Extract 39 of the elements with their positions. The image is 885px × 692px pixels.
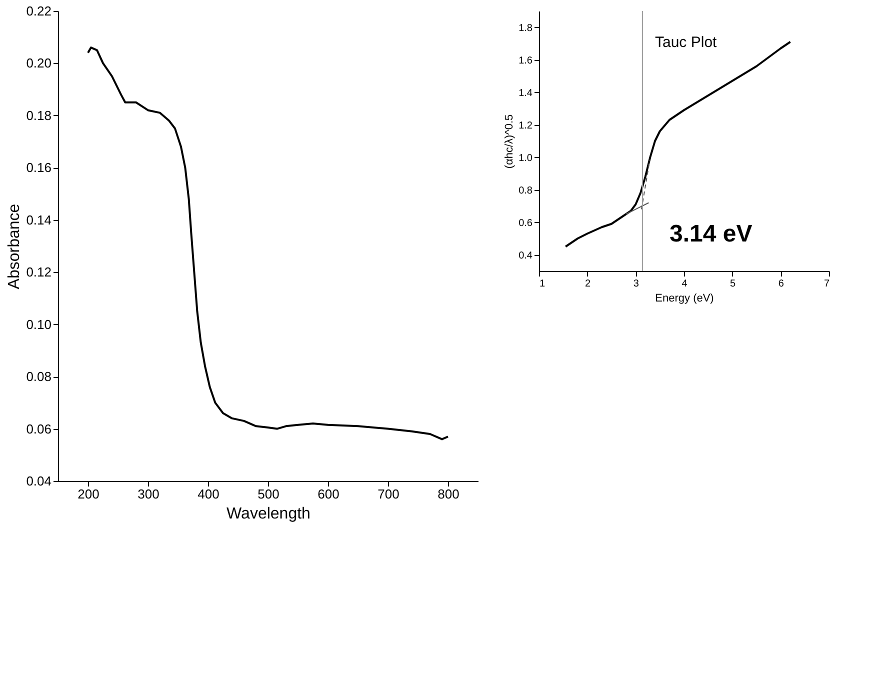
y-axis-title: (αhc/λ)^0.5 bbox=[504, 114, 516, 169]
x-tick-label: 6 bbox=[778, 278, 784, 290]
x-tick-label: 400 bbox=[198, 486, 220, 502]
line-series bbox=[87, 46, 449, 440]
y-tick-label: 0.4 bbox=[518, 250, 533, 262]
y-tick-label: 0.10 bbox=[26, 316, 52, 332]
annotation: Tauc Plot bbox=[655, 34, 718, 52]
y-tick-label: 0.18 bbox=[26, 108, 52, 123]
y-tick-label: 0.8 bbox=[518, 185, 533, 196]
y-tick-label: 0.14 bbox=[26, 212, 52, 228]
y-axis-title: Absorbance bbox=[6, 204, 24, 290]
y-tick-label: 1.2 bbox=[518, 120, 533, 132]
x-tick-label: 600 bbox=[318, 486, 340, 502]
x-tick-label: 700 bbox=[378, 486, 400, 502]
y-tick-label: 0.04 bbox=[26, 474, 52, 488]
y-tick-label: 0.12 bbox=[26, 264, 52, 280]
y-tick-label: 1.4 bbox=[518, 88, 533, 99]
annotation: 3.14 eV bbox=[670, 220, 752, 248]
y-tick-label: 0.20 bbox=[26, 56, 52, 71]
x-tick-label: 500 bbox=[258, 486, 280, 502]
x-axis-title: Energy (eV) bbox=[655, 292, 714, 304]
x-tick-label: 2 bbox=[585, 278, 592, 290]
x-tick-label: 7 bbox=[824, 278, 830, 290]
y-tick-label: 0.08 bbox=[26, 369, 52, 384]
y-tick-label: 1.6 bbox=[518, 55, 533, 66]
x-tick-label: 300 bbox=[138, 486, 160, 502]
x-axis-title: Wavelength bbox=[226, 506, 310, 522]
x-tick-label: 1 bbox=[540, 278, 546, 290]
x-tick-label: 3 bbox=[633, 278, 640, 290]
x-tick-label: 5 bbox=[730, 278, 736, 290]
x-tick-label: 200 bbox=[78, 486, 100, 502]
y-tick-label: 1.8 bbox=[518, 22, 533, 34]
y-tick-label: 0.16 bbox=[26, 160, 52, 176]
x-tick-label: 800 bbox=[438, 486, 460, 502]
y-tick-label: 0.06 bbox=[26, 421, 52, 436]
x-tick-label: 4 bbox=[682, 278, 688, 290]
y-tick-label: 0.6 bbox=[518, 218, 533, 229]
y-tick-label: 1.0 bbox=[518, 152, 533, 164]
y-tick-label: 0.22 bbox=[26, 4, 52, 18]
